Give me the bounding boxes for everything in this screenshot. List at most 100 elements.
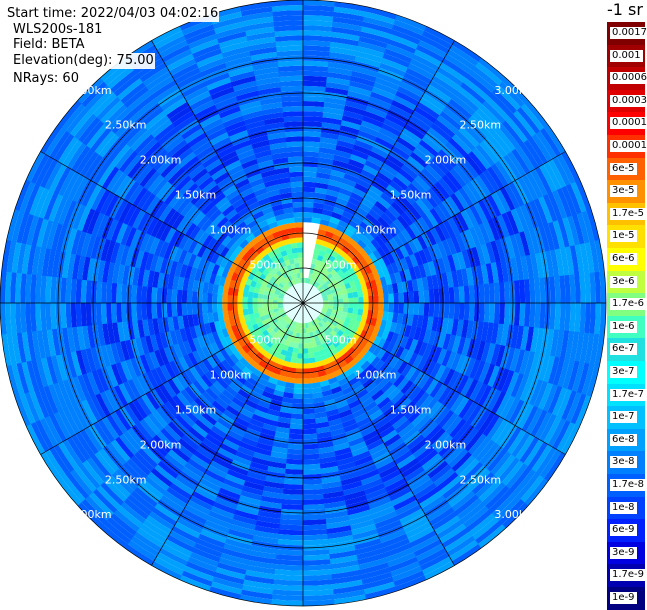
beta-gate-cell <box>191 167 209 183</box>
beta-gate-cell <box>594 303 601 335</box>
beta-gate-cell <box>379 62 407 78</box>
beta-gate-cell <box>436 66 464 87</box>
beta-gate-cell <box>584 333 595 365</box>
beta-gate-cell <box>353 320 361 328</box>
beta-gate-cell <box>123 180 140 202</box>
beta-gate-cell <box>272 326 280 334</box>
beta-gate-cell <box>251 139 270 150</box>
beta-gate-cell <box>279 290 286 295</box>
beta-gate-cell <box>304 312 307 319</box>
beta-gate-cell <box>290 279 295 286</box>
beta-gate-cell <box>257 307 264 313</box>
range-ring-label: 500m <box>325 258 357 271</box>
beta-gate-cell <box>314 411 328 419</box>
beta-gate-cell <box>295 278 299 284</box>
beta-gate-cell <box>338 409 353 419</box>
beta-gate-cell <box>248 359 259 369</box>
beta-gate-cell <box>252 368 263 378</box>
beta-gate-cell <box>373 295 379 304</box>
beta-gate-cell <box>468 468 491 491</box>
beta-gate-cell <box>290 308 296 314</box>
beta-gate-cell <box>245 120 266 131</box>
beta-gate-cell <box>403 160 422 176</box>
beta-gate-cell <box>81 81 108 108</box>
beta-gate-cell <box>330 427 346 437</box>
beta-gate-cell <box>334 395 347 404</box>
beta-gate-cell <box>513 110 537 138</box>
beta-gate-cell <box>381 429 398 444</box>
beta-gate-cell <box>326 525 352 535</box>
beta-gate-cell <box>246 350 256 360</box>
beta-gate-cell <box>287 156 304 163</box>
beta-gate-cell <box>317 333 324 340</box>
beta-gate-cell <box>328 303 334 307</box>
beta-gate-cell <box>433 205 448 223</box>
beta-gate-cell <box>191 422 209 438</box>
beta-gate-cell <box>264 475 285 484</box>
beta-gate-cell <box>315 238 324 246</box>
beta-gate-cell <box>198 57 226 73</box>
beta-gate-cell <box>305 312 308 318</box>
beta-gate-cell <box>147 471 170 491</box>
beta-gate-cell <box>173 521 201 539</box>
beta-gate-cell <box>342 485 364 496</box>
colorbar-tick-label: 3e-6 <box>610 275 637 288</box>
beta-gate-cell <box>247 554 277 565</box>
beta-gate-cell <box>210 505 235 520</box>
beta-gate-cell <box>357 41 387 54</box>
beta-gate-cell <box>5 271 12 303</box>
beta-gate-cell <box>355 327 363 336</box>
beta-gate-cell <box>416 277 424 292</box>
beta-gate-cell <box>374 456 394 470</box>
beta-gate-cell <box>315 421 330 429</box>
beta-gate-cell <box>403 325 412 338</box>
beta-gate-cell <box>302 534 328 541</box>
beta-gate-cell <box>330 269 337 277</box>
beta-gate-cell <box>391 565 423 582</box>
beta-gate-cell <box>423 191 439 209</box>
beta-gate-cell <box>109 512 137 536</box>
beta-gate-cell <box>480 264 489 285</box>
beta-gate-cell <box>306 296 312 301</box>
beta-gate-cell <box>383 433 401 448</box>
beta-gate-cell <box>200 62 228 77</box>
beta-gate-cell <box>313 287 319 293</box>
beta-gate-cell <box>395 172 412 187</box>
beta-gate-cell <box>171 302 178 317</box>
beta-gate-cell <box>145 145 165 165</box>
beta-gate-cell <box>235 144 254 156</box>
beta-gate-cell <box>319 280 326 287</box>
beta-gate-cell <box>447 254 457 272</box>
beta-gate-cell <box>273 569 303 576</box>
beta-gate-cell <box>46 248 57 277</box>
beta-gate-cell <box>369 501 394 515</box>
beta-gate-cell <box>396 136 417 153</box>
beta-gate-cell <box>302 428 317 435</box>
beta-gate-cell <box>303 136 321 143</box>
beta-gate-cell <box>408 326 417 340</box>
beta-gate-cell <box>113 199 129 221</box>
beta-gate-cell <box>483 303 490 323</box>
colorbar-tick-label: 1.7e-6 <box>610 298 647 311</box>
beta-gate-cell <box>350 192 364 203</box>
beta-gate-cell <box>509 466 532 493</box>
beta-gate-cell <box>258 505 282 514</box>
beta-gate-cell <box>219 552 249 565</box>
beta-gate-cell <box>164 135 185 153</box>
beta-gate-cell <box>348 85 373 97</box>
beta-gate-cell <box>313 202 325 210</box>
beta-gate-cell <box>450 352 462 372</box>
beta-gate-cell <box>204 271 212 284</box>
beta-gate-cell <box>316 309 322 314</box>
range-ring-label: 500m <box>249 334 281 347</box>
beta-gate-cell <box>67 405 85 432</box>
beta-gate-cell <box>445 391 461 411</box>
beta-gate-cell <box>318 152 335 160</box>
beta-gate-cell <box>164 452 185 471</box>
beta-gate-cell <box>560 424 580 456</box>
beta-gate-cell <box>511 431 531 458</box>
beta-gate-cell <box>351 341 361 351</box>
beta-gate-cell <box>277 538 303 546</box>
beta-gate-cell <box>303 131 322 138</box>
beta-gate-cell <box>91 369 105 394</box>
